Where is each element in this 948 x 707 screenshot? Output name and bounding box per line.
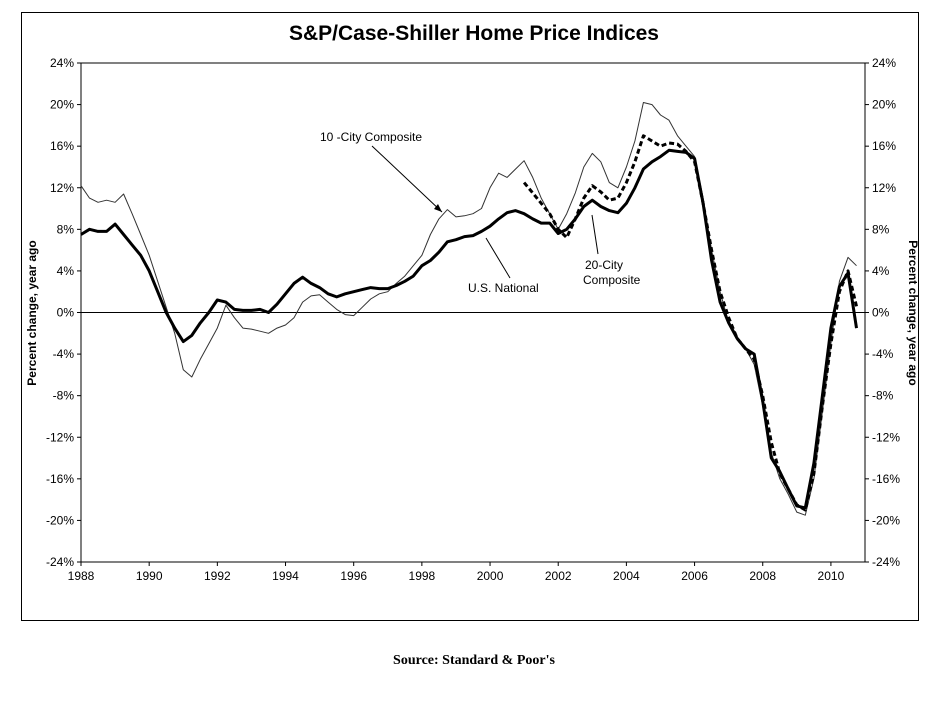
x-tick-label: 2002	[545, 569, 572, 583]
x-tick-label: 1998	[409, 569, 436, 583]
series-line-20-city	[522, 134, 858, 512]
y-tick-label-right: 4%	[872, 264, 890, 278]
y-tick-label-right: -12%	[872, 430, 900, 444]
y-tick-label-right: 20%	[872, 98, 896, 112]
y-tick-label-left: -20%	[46, 513, 74, 527]
x-tick-label: 1996	[340, 569, 367, 583]
national-label: U.S. National	[468, 281, 539, 295]
chart-title: S&P/Case-Shiller Home Price Indices	[289, 22, 659, 45]
x-tick-label: 2006	[681, 569, 708, 583]
y-axis-left: 24% 20% 16% 12% 8% 4% 0% -4% -8% -12% -16% -20% -24%	[46, 56, 81, 569]
y-tick-label-right: -20%	[872, 513, 900, 527]
y-axis-right: 24% 20% 16% 12% 8% 4% 0% -4% -8% -12% -16% -20% -24%	[865, 56, 900, 569]
y-tick-label-left: -16%	[46, 472, 74, 486]
twenty-city-leader	[591, 214, 599, 255]
chart-frame	[21, 12, 919, 621]
x-axis: 1988 1990 1992 1994 1996 1998 2000 2002 2004 2006…	[68, 562, 845, 583]
y-tick-label-right: -8%	[872, 389, 894, 403]
y-tick-label-right: 8%	[872, 222, 890, 236]
y-tick-label-left: 20%	[50, 98, 74, 112]
y-tick-label-right: 0%	[872, 306, 890, 320]
y-tick-label-left: 24%	[50, 56, 74, 70]
y-axis-title-right: Percent change, year ago	[906, 240, 920, 385]
twenty-city-label-2: Composite	[583, 273, 641, 287]
y-tick-label-left: 16%	[50, 139, 74, 153]
series-layer	[80, 102, 858, 516]
series-line-us-national	[80, 148, 858, 510]
x-tick-label: 2004	[613, 569, 640, 583]
x-tick-label: 1988	[68, 569, 95, 583]
national-leader	[485, 237, 511, 279]
series-line-10-city	[80, 102, 857, 516]
x-tick-label: 1994	[272, 569, 299, 583]
twenty-city-label-1: 20-City	[585, 258, 623, 272]
y-tick-label-left: 0%	[57, 306, 75, 320]
y-tick-label-right: 24%	[872, 56, 896, 70]
y-tick-label-left: 4%	[57, 264, 75, 278]
x-tick-label: 2008	[749, 569, 776, 583]
y-tick-label-right: 16%	[872, 139, 896, 153]
ten-city-arrowhead	[434, 204, 442, 212]
annotations: 10 -City Composite U.S. National 20-City…	[320, 130, 641, 295]
y-tick-label-left: 12%	[50, 181, 74, 195]
y-tick-label-left: -8%	[53, 389, 75, 403]
y-tick-label-right: -4%	[872, 347, 894, 361]
x-tick-label: 2010	[818, 569, 845, 583]
x-tick-label: 1990	[136, 569, 163, 583]
y-tick-label-left: 8%	[57, 222, 75, 236]
y-tick-label-right: -16%	[872, 472, 900, 486]
ten-city-arrow	[371, 145, 443, 213]
ten-city-label: 10 -City Composite	[320, 130, 422, 144]
y-tick-label-left: -12%	[46, 430, 74, 444]
y-axis-title-left: Percent change, year ago	[25, 240, 39, 385]
y-tick-label-left: -24%	[46, 555, 74, 569]
source-note: Source: Standard & Poor's	[393, 653, 555, 668]
y-tick-label-right: 12%	[872, 181, 896, 195]
y-tick-label-left: -4%	[53, 347, 75, 361]
x-tick-label: 1992	[204, 569, 231, 583]
y-tick-label-right: -24%	[872, 555, 900, 569]
x-tick-label: 2000	[477, 569, 504, 583]
